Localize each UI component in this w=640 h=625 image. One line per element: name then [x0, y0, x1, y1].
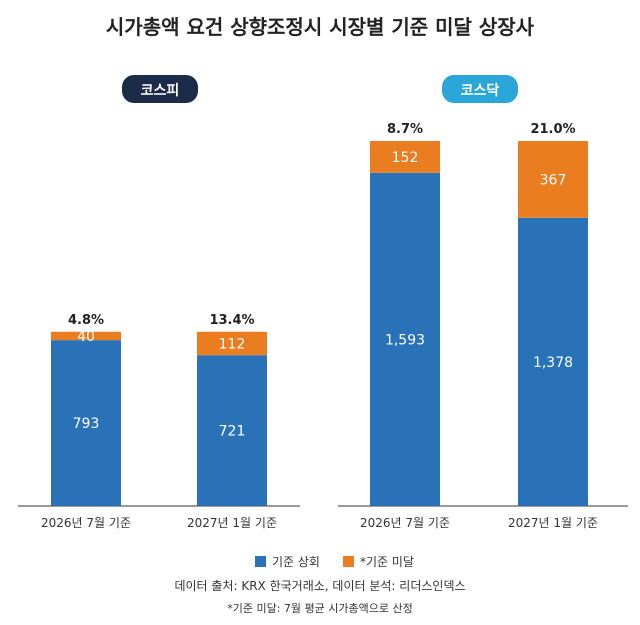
kospi-bar-below	[51, 331, 121, 341]
kosdaq-badge	[442, 75, 518, 103]
kosdaq-bar-below	[370, 141, 440, 173]
kosdaq-badge-label: 코스닥	[461, 82, 500, 99]
kospi-badge	[122, 75, 198, 103]
kospi-bar-value-label: 112	[219, 336, 246, 352]
kospi-bar-value-label: 40	[77, 329, 95, 345]
kospi-bar-value-label: 793	[73, 416, 100, 432]
kosdaq-bar-value-label: 367	[540, 172, 567, 188]
kospi-bar-percent-label: 4.8%	[68, 313, 104, 328]
kosdaq-x-tick-label: 2027년 1월 기준	[508, 516, 598, 530]
kosdaq-bar-value-label: 152	[392, 150, 419, 166]
kospi-badge-label: 코스피	[141, 83, 180, 99]
kosdaq-bar-percent-label: 21.0%	[530, 122, 575, 137]
kospi-x-tick-label: 2026년 7월 기준	[41, 516, 131, 530]
kospi-bar-percent-label: 13.4%	[209, 313, 254, 328]
kospi-bar-value-label: 721	[219, 424, 246, 440]
kospi-bar-above	[197, 355, 267, 506]
bars-group: 793 404.8% 721 112 13.4% 1,593 152 8.7% 1,378 367…	[51, 122, 588, 506]
legend-swatch-above	[255, 556, 266, 567]
kosdaq-x-tick-label: 2026년 7월 기준	[360, 516, 450, 530]
kosdaq-bar-value-label: 1,378	[533, 355, 573, 371]
chart-title: 시가총액 요건 상향조정시 시장별 기준 미달 상장사	[106, 15, 535, 39]
kospi-bar-below	[197, 331, 267, 356]
source-note: 데이터 출처: KRX 한국거래소, 데이터 분석: 리더스인덱스	[174, 579, 465, 593]
footnote: *기준 미달: 7월 평균 시가총액으로 산정	[227, 602, 413, 615]
legend-swatch-below	[343, 556, 354, 567]
legend-label-below: *기준 미달	[360, 555, 414, 569]
kosdaq-bar-above	[370, 172, 440, 506]
kosdaq-bar-percent-label: 8.7%	[387, 122, 423, 137]
kospi-x-tick-label: 2027년 1월 기준	[187, 516, 277, 530]
legend-label-above: 기준 상회	[272, 555, 320, 569]
kosdaq-bar-below	[518, 141, 588, 218]
kosdaq-bar-value-label: 1,593	[385, 332, 425, 348]
kosdaq-bar-above	[518, 217, 588, 506]
kospi-bar-above	[51, 340, 121, 506]
